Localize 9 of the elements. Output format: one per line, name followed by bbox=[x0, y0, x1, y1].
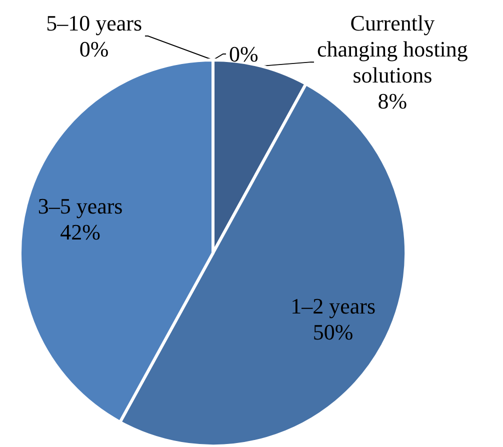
text: 0% bbox=[79, 36, 109, 62]
text: 0% bbox=[229, 42, 258, 66]
slice-label: Currently changing hosting solutions bbox=[316, 10, 468, 88]
data-label: 50% bbox=[312, 320, 354, 345]
data-label: 42% bbox=[60, 219, 100, 244]
category-label: 5–10 years bbox=[46, 10, 142, 36]
slice-label: 1–2 years bbox=[290, 294, 376, 319]
slice-label: 3–5 years bbox=[38, 193, 123, 218]
data-label: 8% bbox=[378, 88, 408, 114]
